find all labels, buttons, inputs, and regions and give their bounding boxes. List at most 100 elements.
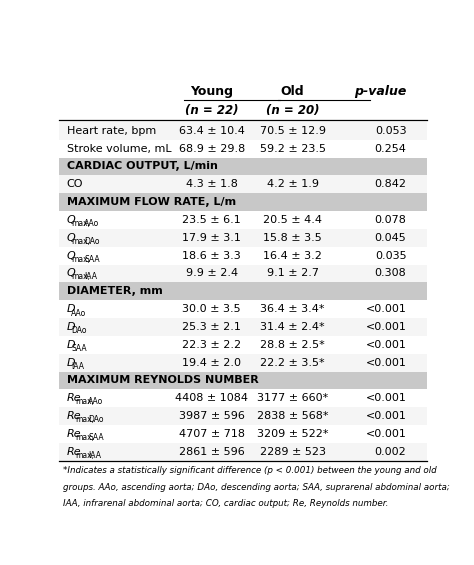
Text: 0.035: 0.035 — [375, 251, 406, 260]
Bar — [59, 247, 427, 264]
Text: MAXIMUM REYNOLDS NUMBER: MAXIMUM REYNOLDS NUMBER — [66, 376, 258, 385]
Text: D: D — [66, 358, 75, 368]
Text: 25.3 ± 2.1: 25.3 ± 2.1 — [182, 322, 241, 332]
Text: 17.9 ± 3.1: 17.9 ± 3.1 — [182, 233, 241, 243]
Text: DAo: DAo — [88, 415, 104, 424]
Text: 68.9 ± 29.8: 68.9 ± 29.8 — [179, 144, 245, 154]
Text: 16.4 ± 3.2: 16.4 ± 3.2 — [263, 251, 322, 260]
Text: 15.8 ± 3.5: 15.8 ± 3.5 — [263, 233, 322, 243]
Text: 4.3 ± 1.8: 4.3 ± 1.8 — [186, 179, 237, 189]
Text: AAo: AAo — [84, 219, 100, 228]
Text: <0.001: <0.001 — [365, 429, 406, 439]
Text: max,: max, — [75, 397, 94, 406]
Text: 3987 ± 596: 3987 ± 596 — [179, 411, 245, 421]
Text: 2838 ± 568*: 2838 ± 568* — [257, 411, 328, 421]
Text: Q: Q — [66, 251, 75, 260]
Text: 0.842: 0.842 — [374, 179, 406, 189]
Bar — [59, 389, 427, 407]
Text: 22.2 ± 3.5*: 22.2 ± 3.5* — [260, 358, 325, 368]
Text: IAA: IAA — [88, 451, 101, 460]
Bar — [59, 354, 427, 372]
Bar — [59, 282, 427, 300]
Text: 3209 ± 522*: 3209 ± 522* — [257, 429, 328, 439]
Text: 22.3 ± 2.2: 22.3 ± 2.2 — [182, 340, 241, 350]
Text: 70.5 ± 12.9: 70.5 ± 12.9 — [260, 126, 326, 136]
Text: 0.045: 0.045 — [374, 233, 406, 243]
Text: 0.002: 0.002 — [374, 447, 406, 457]
Bar — [59, 264, 427, 282]
Text: 19.4 ± 2.0: 19.4 ± 2.0 — [182, 358, 241, 368]
Text: Young: Young — [190, 85, 233, 98]
Text: Old: Old — [281, 85, 304, 98]
Bar — [59, 372, 427, 389]
Bar — [59, 407, 427, 425]
Text: CO: CO — [66, 179, 83, 189]
Text: Heart rate, bpm: Heart rate, bpm — [66, 126, 156, 136]
Text: 9.9 ± 2.4: 9.9 ± 2.4 — [186, 268, 238, 279]
Text: 0.254: 0.254 — [374, 144, 406, 154]
Text: Re: Re — [66, 447, 81, 457]
Text: <0.001: <0.001 — [365, 411, 406, 421]
Text: (n = 22): (n = 22) — [185, 104, 238, 117]
Text: Stroke volume, mL: Stroke volume, mL — [66, 144, 171, 154]
Text: D: D — [66, 322, 75, 332]
Text: CARDIAC OUTPUT, L/min: CARDIAC OUTPUT, L/min — [66, 162, 218, 171]
Text: DAo: DAo — [72, 327, 87, 336]
Text: 3177 ± 660*: 3177 ± 660* — [257, 393, 328, 403]
Text: 2289 ± 523: 2289 ± 523 — [260, 447, 326, 457]
Text: 4408 ± 1084: 4408 ± 1084 — [175, 393, 248, 403]
Text: SAA: SAA — [72, 344, 87, 353]
Text: max,: max, — [72, 255, 91, 264]
Bar — [59, 318, 427, 336]
Text: 9.1 ± 2.7: 9.1 ± 2.7 — [266, 268, 319, 279]
Text: 20.5 ± 4.4: 20.5 ± 4.4 — [263, 215, 322, 225]
Bar — [59, 443, 427, 460]
Text: max,: max, — [75, 415, 94, 424]
Bar — [59, 211, 427, 229]
Bar — [59, 140, 427, 158]
Bar — [59, 81, 427, 101]
Text: groups. AAo, ascending aorta; DAo, descending aorta; SAA, suprarenal abdominal a: groups. AAo, ascending aorta; DAo, desce… — [63, 483, 450, 492]
Text: 0.078: 0.078 — [374, 215, 406, 225]
Text: 31.4 ± 2.4*: 31.4 ± 2.4* — [260, 322, 325, 332]
Text: Re: Re — [66, 411, 81, 421]
Bar — [59, 101, 427, 120]
Text: DIAMETER, mm: DIAMETER, mm — [66, 286, 163, 296]
Text: <0.001: <0.001 — [365, 322, 406, 332]
Text: 0.308: 0.308 — [374, 268, 406, 279]
Text: AAo: AAo — [72, 308, 87, 318]
Text: AAo: AAo — [88, 397, 103, 406]
Text: MAXIMUM FLOW RATE, L/m: MAXIMUM FLOW RATE, L/m — [66, 197, 236, 207]
Text: DAo: DAo — [84, 237, 100, 246]
Text: 59.2 ± 23.5: 59.2 ± 23.5 — [260, 144, 326, 154]
Text: Q: Q — [66, 233, 75, 243]
Bar — [59, 300, 427, 318]
Text: <0.001: <0.001 — [365, 304, 406, 314]
Bar — [59, 158, 427, 175]
Text: Q: Q — [66, 268, 75, 279]
Text: 4707 ± 718: 4707 ± 718 — [179, 429, 245, 439]
Text: 18.6 ± 3.3: 18.6 ± 3.3 — [182, 251, 241, 260]
Text: 23.5 ± 6.1: 23.5 ± 6.1 — [182, 215, 241, 225]
Text: <0.001: <0.001 — [365, 393, 406, 403]
Text: IAA: IAA — [84, 272, 97, 281]
Text: max,: max, — [72, 272, 91, 281]
Text: p-value: p-value — [354, 85, 406, 98]
Text: *Indicates a statistically significant difference (p < 0.001) between the young : *Indicates a statistically significant d… — [63, 466, 437, 475]
Text: SAA: SAA — [88, 433, 104, 442]
Bar — [59, 175, 427, 193]
Text: max,: max, — [72, 219, 91, 228]
Bar — [59, 336, 427, 354]
Text: 36.4 ± 3.4*: 36.4 ± 3.4* — [260, 304, 325, 314]
Text: Re: Re — [66, 429, 81, 439]
Text: Re: Re — [66, 393, 81, 403]
Text: max,: max, — [75, 433, 94, 442]
Text: Q: Q — [66, 215, 75, 225]
Text: SAA: SAA — [84, 255, 100, 264]
Text: (n = 20): (n = 20) — [266, 104, 319, 117]
Text: 30.0 ± 3.5: 30.0 ± 3.5 — [182, 304, 241, 314]
Text: D: D — [66, 304, 75, 314]
Bar — [59, 229, 427, 247]
Text: IAA, infrarenal abdominal aorta; CO, cardiac output; Re, Reynolds number.: IAA, infrarenal abdominal aorta; CO, car… — [63, 499, 388, 508]
Text: 4.2 ± 1.9: 4.2 ± 1.9 — [266, 179, 319, 189]
